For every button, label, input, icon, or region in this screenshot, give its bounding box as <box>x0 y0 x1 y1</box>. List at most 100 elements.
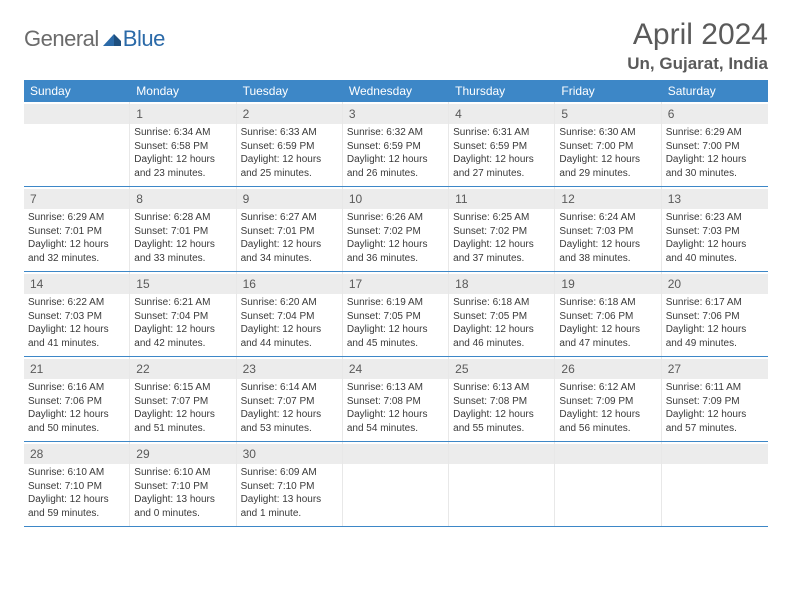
day-cell <box>343 442 449 526</box>
day-info-line: Sunset: 7:02 PM <box>453 225 550 239</box>
brand-triangle-icon <box>103 32 121 46</box>
day-number <box>455 447 458 461</box>
day-info-line: Sunset: 7:09 PM <box>559 395 656 409</box>
day-cell: 11Sunrise: 6:25 AMSunset: 7:02 PMDayligh… <box>449 187 555 271</box>
day-info-line: Sunset: 7:05 PM <box>347 310 444 324</box>
day-info-line: Sunrise: 6:29 AM <box>28 211 125 225</box>
day-number <box>668 447 671 461</box>
day-info-line: Daylight: 12 hours <box>347 408 444 422</box>
day-number-row <box>449 444 554 464</box>
day-number-row <box>24 104 129 124</box>
day-number-row: 8 <box>130 189 235 209</box>
day-content <box>559 464 656 518</box>
day-number: 3 <box>349 107 356 121</box>
day-cell: 20Sunrise: 6:17 AMSunset: 7:06 PMDayligh… <box>662 272 768 356</box>
day-cell: 24Sunrise: 6:13 AMSunset: 7:08 PMDayligh… <box>343 357 449 441</box>
day-cell: 15Sunrise: 6:21 AMSunset: 7:04 PMDayligh… <box>130 272 236 356</box>
day-number-row: 5 <box>555 104 660 124</box>
day-number-row: 4 <box>449 104 554 124</box>
day-content: Sunrise: 6:27 AMSunset: 7:01 PMDaylight:… <box>241 209 338 265</box>
day-number: 4 <box>455 107 462 121</box>
day-info-line: Sunrise: 6:32 AM <box>347 126 444 140</box>
day-info-line: Sunrise: 6:21 AM <box>134 296 231 310</box>
week-row: 28Sunrise: 6:10 AMSunset: 7:10 PMDayligh… <box>24 442 768 527</box>
day-number: 17 <box>349 277 362 291</box>
day-info-line: Sunrise: 6:17 AM <box>666 296 764 310</box>
brand-text-general: General <box>24 26 99 52</box>
day-info-line: Sunrise: 6:18 AM <box>453 296 550 310</box>
day-info-line: Sunset: 7:08 PM <box>453 395 550 409</box>
day-number-row: 20 <box>662 274 768 294</box>
day-number-row: 13 <box>662 189 768 209</box>
day-info-line: Sunset: 7:02 PM <box>347 225 444 239</box>
day-content: Sunrise: 6:13 AMSunset: 7:08 PMDaylight:… <box>347 379 444 435</box>
day-info-line: and 44 minutes. <box>241 337 338 351</box>
day-content <box>453 464 550 518</box>
day-number: 23 <box>243 362 256 376</box>
day-cell <box>555 442 661 526</box>
day-info-line: and 23 minutes. <box>134 167 231 181</box>
day-info-line: Sunrise: 6:25 AM <box>453 211 550 225</box>
week-row: 14Sunrise: 6:22 AMSunset: 7:03 PMDayligh… <box>24 272 768 357</box>
day-cell: 14Sunrise: 6:22 AMSunset: 7:03 PMDayligh… <box>24 272 130 356</box>
day-info-line: and 51 minutes. <box>134 422 231 436</box>
day-info-line: Sunset: 7:08 PM <box>347 395 444 409</box>
day-cell: 22Sunrise: 6:15 AMSunset: 7:07 PMDayligh… <box>130 357 236 441</box>
day-info-line: Daylight: 12 hours <box>241 153 338 167</box>
day-info-line: Sunrise: 6:12 AM <box>559 381 656 395</box>
day-info-line: and 41 minutes. <box>28 337 125 351</box>
day-info-line: Daylight: 12 hours <box>134 238 231 252</box>
day-info-line: and 38 minutes. <box>559 252 656 266</box>
day-number: 8 <box>136 192 143 206</box>
day-cell: 8 Sunrise: 6:28 AMSunset: 7:01 PMDaylight… <box>130 187 236 271</box>
day-number-row: 3 <box>343 104 448 124</box>
day-content: Sunrise: 6:29 AMSunset: 7:00 PMDaylight:… <box>666 124 764 180</box>
day-content: Sunrise: 6:13 AMSunset: 7:08 PMDaylight:… <box>453 379 550 435</box>
day-info-line: Sunrise: 6:26 AM <box>347 211 444 225</box>
day-cell: 13Sunrise: 6:23 AMSunset: 7:03 PMDayligh… <box>662 187 768 271</box>
day-content: Sunrise: 6:31 AMSunset: 6:59 PMDaylight:… <box>453 124 550 180</box>
day-info-line: and 1 minute. <box>241 507 338 521</box>
day-info-line: Daylight: 12 hours <box>28 323 125 337</box>
weeks-container: 1Sunrise: 6:34 AMSunset: 6:58 PMDaylight… <box>24 102 768 527</box>
day-info-line: Sunset: 7:10 PM <box>28 480 125 494</box>
day-number: 25 <box>455 362 468 376</box>
day-info-line: Daylight: 12 hours <box>28 408 125 422</box>
day-info-line: Sunset: 7:01 PM <box>241 225 338 239</box>
day-info-line: and 54 minutes. <box>347 422 444 436</box>
day-cell: 28Sunrise: 6:10 AMSunset: 7:10 PMDayligh… <box>24 442 130 526</box>
day-cell: 23Sunrise: 6:14 AMSunset: 7:07 PMDayligh… <box>237 357 343 441</box>
day-cell: 21Sunrise: 6:16 AMSunset: 7:06 PMDayligh… <box>24 357 130 441</box>
day-info-line: Sunset: 7:00 PM <box>559 140 656 154</box>
day-content: Sunrise: 6:25 AMSunset: 7:02 PMDaylight:… <box>453 209 550 265</box>
day-info-line: Daylight: 12 hours <box>134 323 231 337</box>
day-number-row: 26 <box>555 359 660 379</box>
day-info-line: Sunrise: 6:09 AM <box>241 466 338 480</box>
day-number-row: 30 <box>237 444 342 464</box>
day-info-line: Daylight: 12 hours <box>347 238 444 252</box>
day-content <box>347 464 444 518</box>
day-info-line: Sunset: 7:06 PM <box>666 310 764 324</box>
day-info-line: and 26 minutes. <box>347 167 444 181</box>
day-info-line: Daylight: 12 hours <box>559 323 656 337</box>
day-number: 16 <box>243 277 256 291</box>
day-cell: 17Sunrise: 6:19 AMSunset: 7:05 PMDayligh… <box>343 272 449 356</box>
day-info-line: Sunrise: 6:20 AM <box>241 296 338 310</box>
day-number-row: 23 <box>237 359 342 379</box>
day-info-line: Sunrise: 6:22 AM <box>28 296 125 310</box>
day-content <box>28 124 125 178</box>
day-cell: 10Sunrise: 6:26 AMSunset: 7:02 PMDayligh… <box>343 187 449 271</box>
day-number-row: 16 <box>237 274 342 294</box>
day-content: Sunrise: 6:12 AMSunset: 7:09 PMDaylight:… <box>559 379 656 435</box>
day-info-line: Sunrise: 6:10 AM <box>28 466 125 480</box>
day-number-row: 17 <box>343 274 448 294</box>
day-content: Sunrise: 6:28 AMSunset: 7:01 PMDaylight:… <box>134 209 231 265</box>
day-info-line: Sunset: 6:59 PM <box>453 140 550 154</box>
day-info-line: and 40 minutes. <box>666 252 764 266</box>
day-number: 19 <box>561 277 574 291</box>
day-content: Sunrise: 6:15 AMSunset: 7:07 PMDaylight:… <box>134 379 231 435</box>
day-content: Sunrise: 6:34 AMSunset: 6:58 PMDaylight:… <box>134 124 231 180</box>
week-row: 1Sunrise: 6:34 AMSunset: 6:58 PMDaylight… <box>24 102 768 187</box>
day-cell: 5Sunrise: 6:30 AMSunset: 7:00 PMDaylight… <box>555 102 661 186</box>
day-number-row: 15 <box>130 274 235 294</box>
